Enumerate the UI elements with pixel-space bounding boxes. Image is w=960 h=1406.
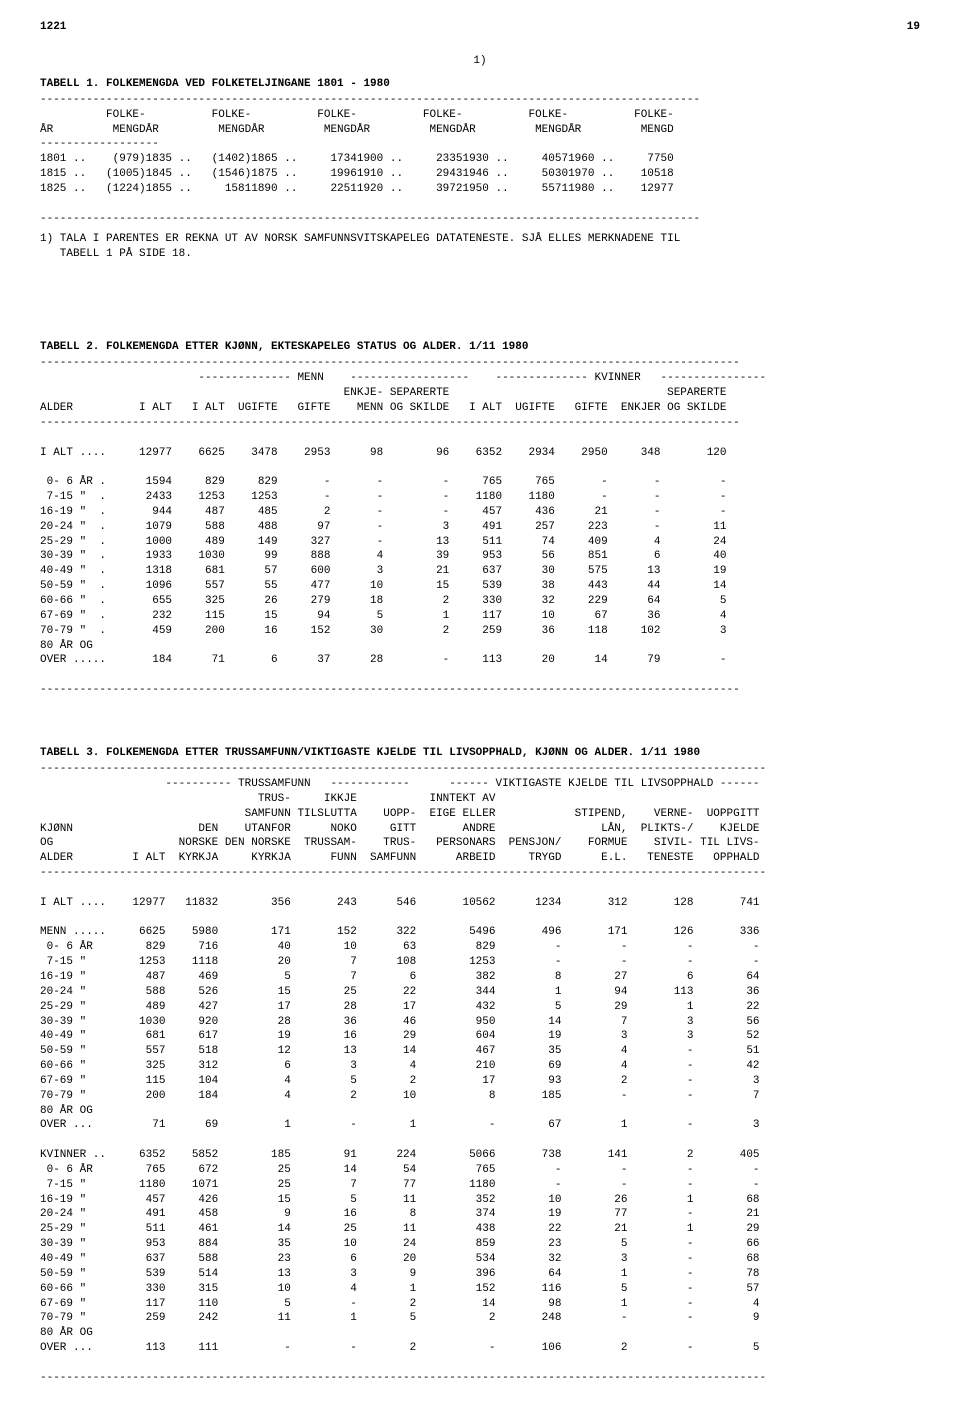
table2: ----------------------------------------…	[40, 356, 920, 697]
table1-title: TABELL 1. FOLKEMENGDA VED FOLKETELJINGAN…	[40, 77, 920, 91]
table1-footnote-marker: 1)	[40, 54, 920, 68]
page-right: 19	[907, 20, 920, 34]
table1-note: 1) TALA I PARENTES ER REKNA UT AV NORSK …	[40, 232, 920, 262]
table1: ----------------------------------------…	[40, 93, 920, 227]
table3-title: TABELL 3. FOLKEMENGDA ETTER TRUSSAMFUNN/…	[40, 746, 920, 760]
table3: ----------------------------------------…	[40, 762, 920, 1385]
page-header: 1221 19	[40, 20, 920, 34]
page-left: 1221	[40, 20, 66, 34]
table2-title: TABELL 2. FOLKEMENGDA ETTER KJØNN, EKTES…	[40, 340, 920, 354]
